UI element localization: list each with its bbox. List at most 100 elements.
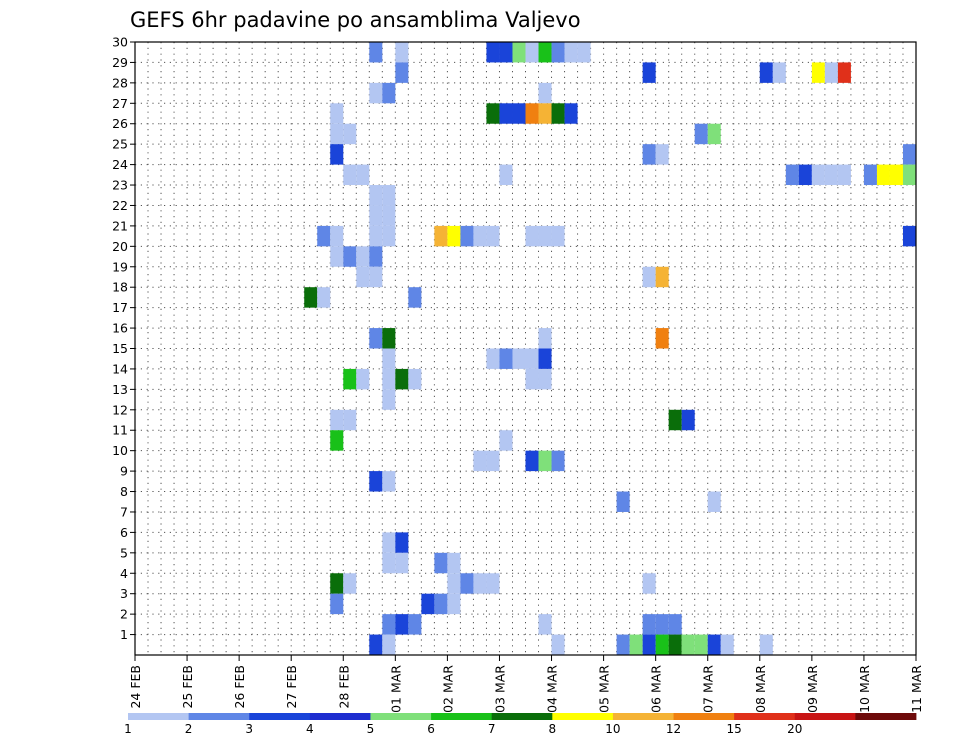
y-tick-label: 30 [112,35,128,50]
y-tick-label: 5 [120,545,128,560]
colorbar-label: 15 [727,722,742,736]
heatmap-cell [876,164,890,186]
heatmap-cell [694,634,708,655]
heatmap-cell [382,82,396,104]
heatmap-cells [304,42,916,655]
colorbar-swatch [249,713,311,720]
heatmap-cell [525,348,539,369]
heatmap-cell [343,409,357,431]
heatmap-cell [486,450,500,472]
heatmap-cell [707,634,721,655]
heatmap-cell [382,205,396,226]
heatmap-cell [408,368,422,390]
heatmap-cell [447,225,461,247]
heatmap-cell [538,225,552,247]
heatmap-cell [330,573,344,594]
heatmap-cell [642,62,656,83]
y-tick-label: 21 [112,218,128,233]
x-tick-label: 27 FEB [284,665,299,709]
heatmap-cell [330,246,344,267]
heatmap-cell [369,246,383,267]
heatmap-cell [681,409,695,431]
heatmap-cell [668,614,682,635]
heatmap-cell [330,103,344,124]
heatmap-cell [655,266,669,288]
colorbar-label: 7 [488,722,496,736]
y-tick-label: 3 [120,586,128,601]
heatmap-cell [902,164,916,186]
colorbar-swatch [552,713,614,720]
heatmap-cell [421,593,435,615]
heatmap-cell [655,328,669,349]
y-tick-label: 25 [112,137,128,152]
heatmap-cell [759,62,773,83]
heatmap-cell [382,389,396,410]
chart-title: GEFS 6hr padavine po ansamblima Valjevo [130,8,581,32]
heatmap-cell [785,164,799,186]
y-tick-label: 23 [112,178,128,193]
heatmap-cell [369,42,383,63]
y-tick-label: 1 [120,627,128,642]
heatmap-cell [408,287,422,308]
heatmap-cell [408,614,422,635]
heatmap-cell [642,266,656,288]
heatmap-cell [395,552,409,574]
heatmap-cell [356,246,370,267]
heatmap-cell [356,266,370,288]
x-tick-label: 01 MAR [388,665,403,713]
heatmap-cell [538,42,552,63]
heatmap-cell [343,164,357,186]
y-tick-label: 15 [112,341,128,356]
colorbar-swatch [309,713,371,720]
heatmap-cell [460,225,474,247]
heatmap-cell [720,634,734,655]
x-tick-label: 04 MAR [545,665,560,713]
heatmap-cell [525,225,539,247]
heatmap-cell [343,123,357,145]
colorbar-swatch [612,713,674,720]
heatmap-cell [538,348,552,369]
heatmap-cell [473,573,487,594]
heatmap-cell [369,634,383,655]
heatmap-cell [486,42,500,63]
heatmap-cell [525,103,539,124]
heatmap-cell [655,144,669,165]
heatmap-cell [486,103,500,124]
heatmap-cell [330,593,344,615]
heatmap-cell [512,103,526,124]
heatmap-cell [629,634,643,655]
heatmap-cell [447,573,461,594]
heatmap-cell [330,225,344,247]
heatmap-cell [551,225,565,247]
heatmap-cell [382,532,396,553]
colorbar-label: 2 [185,722,193,736]
colorbar-label: 5 [367,722,375,736]
heatmap-cell [538,368,552,390]
colorbar-label: 3 [245,722,253,736]
x-tick-label: 02 MAR [440,665,455,713]
heatmap-cell [668,634,682,655]
heatmap-cell [447,552,461,574]
heatmap-cell [382,552,396,574]
heatmap-cell [499,430,513,451]
heatmap-cell [330,409,344,431]
heatmap-cell [473,450,487,472]
heatmap-cell [551,634,565,655]
y-tick-label: 12 [112,402,128,417]
y-tick-label: 18 [112,280,128,295]
y-tick-label: 17 [112,300,128,315]
heatmap-cell [512,42,526,63]
heatmap-cell [642,634,656,655]
y-tick-label: 7 [120,504,128,519]
y-tick-label: 11 [112,423,128,438]
heatmap-cell [395,368,409,390]
heatmap-cell [343,368,357,390]
heatmap-cell [707,491,721,512]
heatmap-cell [538,328,552,349]
heatmap-cell [577,42,591,63]
heatmap-cell [369,471,383,492]
heatmap-cell [499,42,513,63]
heatmap-cell [304,287,318,308]
heatmap-cell [759,634,773,655]
